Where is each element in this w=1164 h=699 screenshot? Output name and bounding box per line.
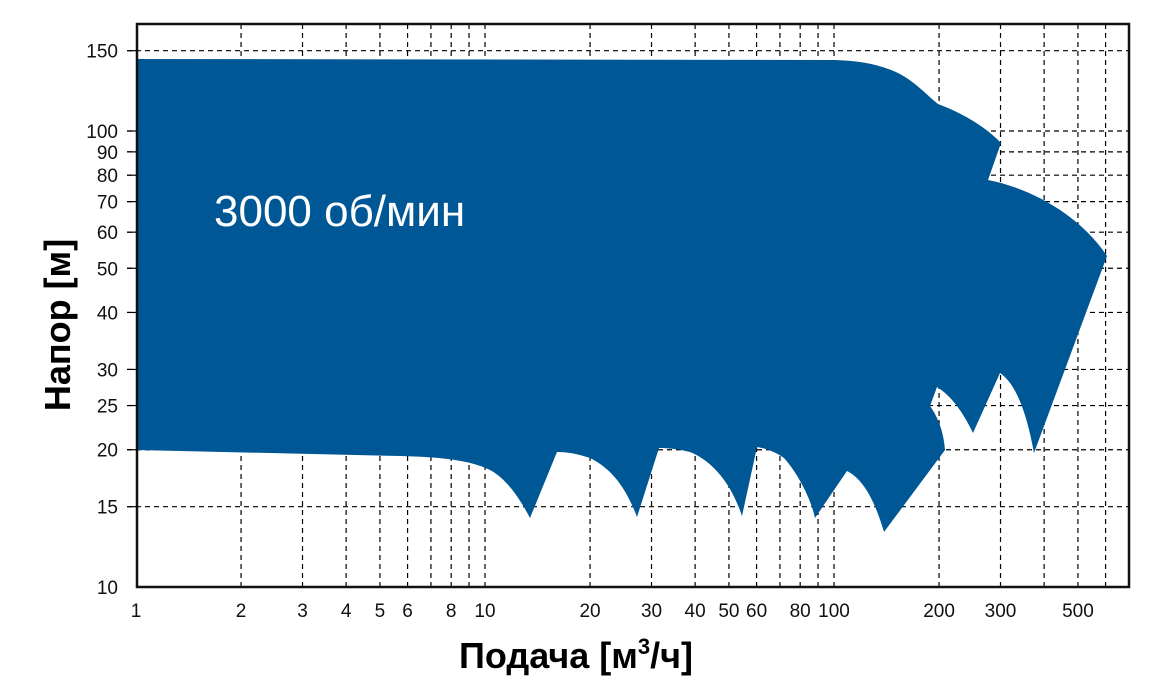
- x-axis-title: Подача [м3/ч]: [459, 634, 693, 676]
- x-tick-label: 500: [1062, 601, 1094, 622]
- y-tick-label: 30: [97, 360, 118, 381]
- y-tick-label: 70: [97, 193, 118, 214]
- x-tick-label: 20: [579, 601, 600, 622]
- x-tick-label: 50: [718, 601, 739, 622]
- y-tick-label: 50: [97, 259, 118, 280]
- x-tick-label: 200: [923, 601, 955, 622]
- speed-annotation: 3000 об/мин: [214, 187, 465, 236]
- y-tick-label: 15: [97, 498, 118, 519]
- x-tick-label: 6: [402, 601, 413, 622]
- y-tick-label: 60: [97, 223, 118, 244]
- x-tick-label: 100: [818, 601, 850, 622]
- x-tick-label: 2: [236, 601, 247, 622]
- y-tick-label: 100: [86, 122, 118, 143]
- x-tick-label: 8: [446, 601, 457, 622]
- operating-range-area: [137, 59, 1107, 532]
- y-tick-label: 25: [97, 397, 118, 418]
- x-tick-label: 300: [985, 601, 1017, 622]
- x-axis-ticks: 1 2 3 4 5 6 8 10 20 30 40 50 60 80 100 200 300 500: [131, 601, 1094, 622]
- y-tick-label: 10: [97, 578, 118, 599]
- x-tick-label: 4: [341, 601, 352, 622]
- x-tick-label: 60: [746, 601, 767, 622]
- x-tick-label: 3: [297, 601, 308, 622]
- x-tick-label: 30: [641, 601, 662, 622]
- y-axis-title: Напор [м]: [37, 239, 78, 411]
- x-axis-title-base: Подача [м: [459, 635, 638, 676]
- x-axis-title-superscript: 3: [638, 634, 650, 659]
- x-tick-label: 80: [790, 601, 811, 622]
- x-axis-title-tail: /ч]: [650, 635, 693, 676]
- y-tick-label: 150: [86, 42, 118, 63]
- x-tick-label: 10: [474, 601, 495, 622]
- x-tick-label: 1: [131, 601, 142, 622]
- y-tick-label: 20: [97, 441, 118, 462]
- y-tick-label: 80: [97, 166, 118, 187]
- x-tick-label: 40: [685, 601, 706, 622]
- y-tick-label: 90: [97, 143, 118, 164]
- x-tick-label: 5: [375, 601, 386, 622]
- plot-frame: [135, 22, 1131, 589]
- y-tick-label: 40: [97, 303, 118, 324]
